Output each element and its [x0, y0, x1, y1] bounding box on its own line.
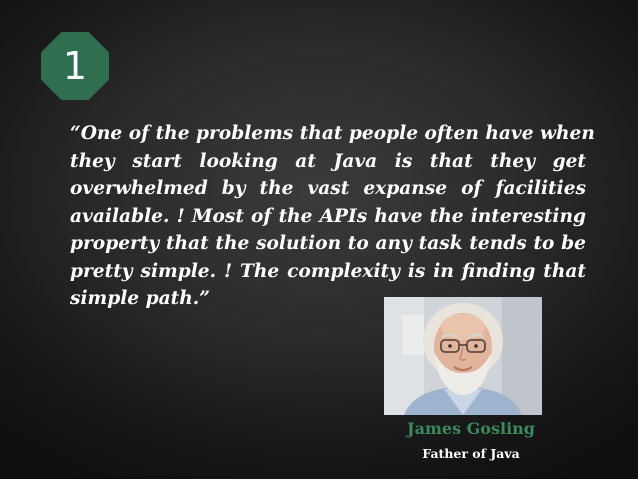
quote-line: simple path.”	[70, 288, 210, 309]
quote-line: property that the solution to any task t…	[70, 233, 586, 254]
quote-line: they start looking at Java is that they …	[70, 150, 586, 172]
author-name: James Gosling	[407, 419, 535, 438]
portrait-illustration	[384, 297, 542, 415]
quote-line: available. ! Most of the APIs have the i…	[70, 205, 586, 227]
quote-text: “One of the problems that people often h…	[70, 120, 595, 313]
slide-number: 1	[62, 44, 88, 88]
quote-line: pretty simple. ! The complexity is in fi…	[70, 260, 586, 282]
quote-line: “One of the problems that people often h…	[70, 123, 595, 144]
quote-line: overwhelmed by the vast expanse of facil…	[70, 178, 586, 199]
slide-number-badge: 1	[41, 32, 109, 100]
author-photo	[384, 297, 542, 415]
author-title: Father of Java	[422, 446, 520, 461]
